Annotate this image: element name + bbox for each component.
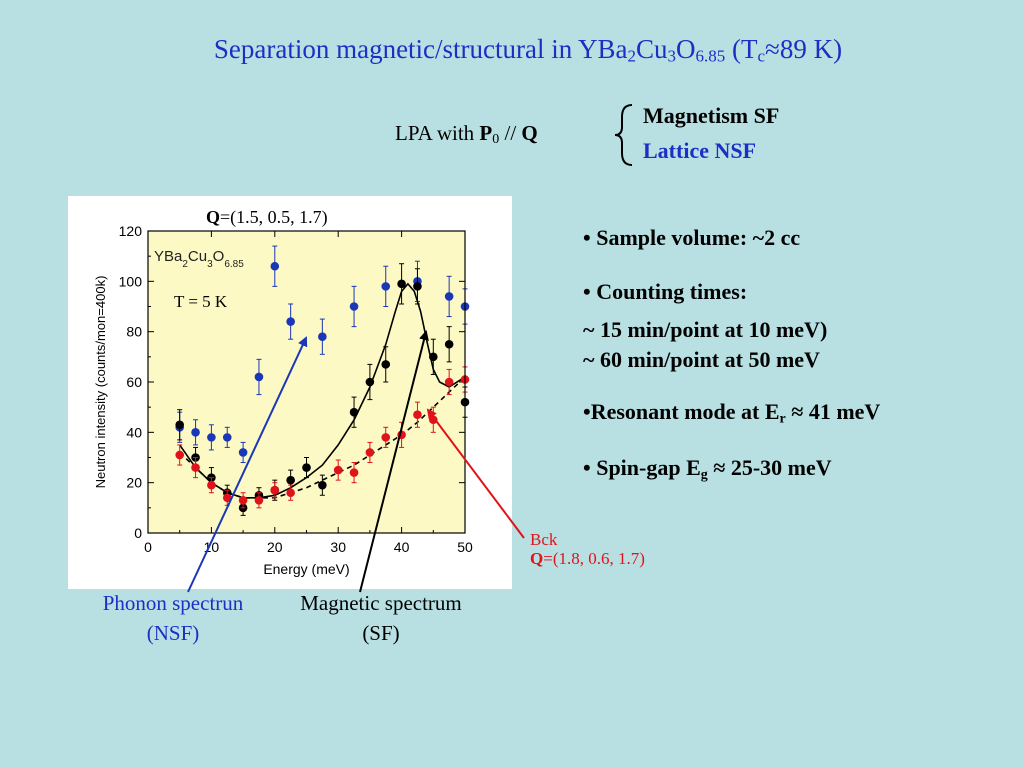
bck-point: [222, 493, 232, 503]
sf-point: [349, 407, 359, 417]
bck-q-vector: Q=(1.8, 0.6, 1.7): [530, 549, 645, 568]
phonon-arrow: [187, 336, 308, 593]
nsf-point: [254, 372, 264, 382]
temperature-label: T = 5 K: [174, 292, 228, 311]
bck-point: [238, 495, 248, 505]
bck-point: [333, 465, 343, 475]
bck-point: [270, 485, 280, 495]
bck-arrow: [426, 408, 525, 539]
nsf-point: [238, 448, 248, 457]
bck-point: [175, 450, 184, 460]
sf-point: [397, 279, 406, 289]
plot-area: [148, 231, 465, 533]
sf-point: [429, 352, 438, 362]
bck-point: [191, 463, 200, 472]
y-tick-label: 100: [119, 273, 143, 289]
bck-point: [444, 377, 454, 387]
bullet-sample-volume: • Sample volume: ~2 cc: [583, 225, 801, 250]
bck-point: [381, 433, 391, 442]
sf-point: [318, 480, 327, 490]
curly-brace-icon: [614, 104, 633, 166]
y-tick-label: 60: [126, 374, 142, 390]
sf-point: [365, 377, 375, 387]
counting-time-10mev: ~ 15 min/point at 10 meV): [583, 317, 828, 342]
nsf-point: [381, 282, 391, 291]
q-vector-label: Q=(1.5, 0.5, 1.7): [206, 207, 328, 227]
nsf-point: [444, 292, 454, 301]
y-axis-label: Neutron intensity (counts/mon=400k): [93, 276, 108, 489]
nsf-point: [286, 317, 295, 326]
bullet-resonant-mode: •Resonant mode at Er ≈ 41 meV: [583, 399, 881, 427]
y-tick-label: 0: [134, 525, 142, 541]
nsf-point: [318, 332, 327, 341]
sf-point: [444, 339, 454, 349]
y-tick-label: 120: [119, 223, 143, 239]
sf-point: [175, 420, 184, 430]
x-tick-label: 50: [457, 539, 473, 555]
bck-label: Bck: [530, 530, 558, 549]
counting-time-50mev: ~ 60 min/point at 50 meV: [583, 347, 820, 372]
sf-point: [381, 360, 391, 369]
bck-point: [286, 488, 295, 498]
mode-magnetism: Magnetism SF: [643, 103, 780, 128]
bck-point: [413, 410, 422, 420]
x-tick-label: 20: [267, 539, 283, 555]
magnetic-caption: Magnetic spectrum (SF): [300, 591, 462, 645]
y-tick-label: 40: [126, 424, 142, 440]
magnetic-arrow: [359, 330, 429, 593]
bck-point: [365, 448, 375, 457]
y-tick-label: 80: [126, 324, 142, 340]
mode-lattice: Lattice NSF: [643, 138, 757, 163]
x-tick-label: 0: [144, 539, 152, 555]
lpa-label: LPA with P0 // Q: [395, 121, 538, 148]
nsf-point: [270, 261, 280, 271]
bck-point: [207, 480, 216, 490]
x-tick-label: 40: [394, 539, 410, 555]
x-axis-label: Energy (meV): [263, 561, 349, 577]
bullet-counting-times: • Counting times:: [583, 279, 748, 304]
sample-label: YBa2Cu3O6.85: [154, 248, 244, 270]
nsf-point: [222, 433, 232, 442]
phonon-caption: Phonon spectrun (NSF): [102, 591, 244, 645]
bullet-spin-gap: • Spin-gap Eg ≈ 25-30 meV: [583, 455, 832, 483]
y-tick-label: 20: [126, 475, 142, 491]
slide-title: Separation magnetic/structural in YBa2Cu…: [213, 34, 843, 66]
nsf-point: [349, 302, 359, 311]
plot-frame: [147, 230, 466, 534]
sf-point: [413, 282, 422, 291]
bck-point: [349, 468, 359, 477]
x-tick-label: 30: [330, 539, 346, 555]
sf-point: [302, 463, 311, 472]
nsf-point: [191, 428, 200, 437]
bck-point: [254, 495, 264, 505]
nsf-point: [207, 433, 216, 442]
sf-point: [286, 475, 295, 485]
